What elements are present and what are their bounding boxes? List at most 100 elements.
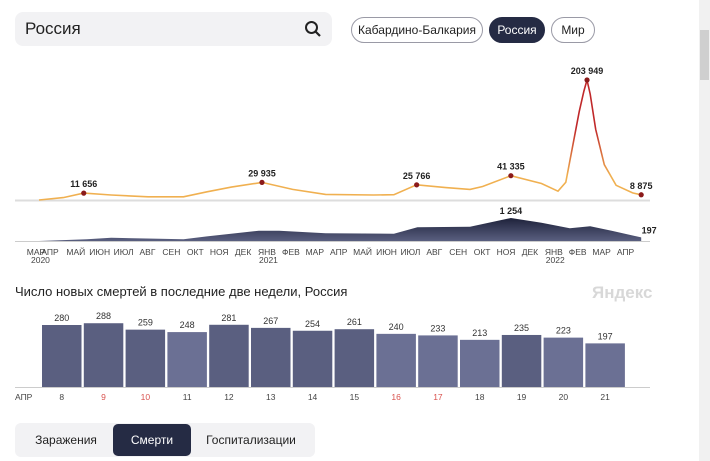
- bar-value: 267: [263, 316, 278, 326]
- bar: [501, 334, 542, 387]
- day-label: 17: [433, 392, 443, 402]
- bar: [585, 343, 625, 387]
- bar: [83, 323, 124, 387]
- day-label: 16: [391, 392, 401, 402]
- bar: [418, 335, 458, 387]
- cases-peak-marker: [508, 173, 514, 179]
- bar: [334, 329, 375, 387]
- bar: [543, 337, 584, 387]
- scrollbar-thumb[interactable]: [700, 30, 709, 80]
- cases-peak-label: 41 335: [497, 162, 525, 172]
- month-label: ИЮН: [89, 247, 110, 257]
- region-kbr[interactable]: Кабардино-Балкария: [351, 17, 483, 43]
- bar-value: 223: [556, 326, 571, 336]
- bar-value: 288: [96, 311, 111, 321]
- bar-value: 254: [305, 319, 320, 329]
- bar-value: 240: [389, 322, 404, 332]
- month-label: ЯНВ: [545, 247, 563, 257]
- month-label: МАР: [592, 247, 611, 257]
- bar-value: 261: [347, 317, 362, 327]
- bar: [376, 333, 416, 387]
- bar-value: 233: [430, 323, 445, 333]
- search-value: Россия: [25, 19, 81, 38]
- cases-peak-label: 29 935: [248, 168, 276, 178]
- cases-peak-label: 25 766: [403, 171, 431, 181]
- cases-peak-marker: [414, 182, 420, 188]
- bar: [251, 327, 291, 387]
- month-label: АПР: [15, 392, 33, 402]
- month-label: ФЕВ: [282, 247, 300, 257]
- month-label: АПР: [41, 247, 59, 257]
- month-label: ЯНВ: [258, 247, 276, 257]
- region-russia[interactable]: Россия: [489, 17, 545, 43]
- month-label: АПР: [617, 247, 635, 257]
- tab-hospitalizations[interactable]: Госпитализации: [206, 433, 296, 447]
- month-label: ДЕК: [522, 247, 538, 257]
- month-label: НОЯ: [497, 247, 516, 257]
- deaths-area: [38, 218, 642, 241]
- day-label: 12: [224, 392, 234, 402]
- cases-peak-marker: [584, 77, 590, 83]
- cases-peak-label: 11 656: [70, 179, 97, 189]
- bar: [125, 329, 166, 387]
- bar: [209, 324, 249, 387]
- month-label: НОЯ: [210, 247, 229, 257]
- month-label: ИЮЛ: [400, 247, 420, 257]
- month-label: МАР: [306, 247, 325, 257]
- day-label: 9: [101, 392, 106, 402]
- month-label: СЕН: [449, 247, 467, 257]
- cases-peak-label: 8 875: [630, 181, 653, 191]
- cases-peak-label: 203 949: [571, 66, 604, 76]
- month-label: МАЙ: [353, 246, 372, 257]
- month-label: ДЕК: [235, 247, 251, 257]
- year-label: 2022: [546, 255, 565, 265]
- day-label: 13: [266, 392, 276, 402]
- month-label: ФЕВ: [569, 247, 587, 257]
- bar-value: 248: [180, 320, 195, 330]
- day-label: 11: [183, 392, 192, 402]
- month-label: АВГ: [140, 247, 156, 257]
- month-label: АПР: [330, 247, 348, 257]
- bar-value: 281: [221, 313, 236, 323]
- bar: [42, 325, 82, 387]
- yandex-watermark: Яндекс: [592, 283, 653, 302]
- day-label: 8: [59, 392, 64, 402]
- bar-value: 259: [138, 318, 153, 328]
- bar-value: 213: [472, 328, 487, 338]
- month-label: АВГ: [426, 247, 442, 257]
- year-label: 2020: [31, 255, 50, 265]
- bar: [292, 330, 333, 387]
- month-label: СЕН: [162, 247, 180, 257]
- bar-value: 235: [514, 323, 529, 333]
- cases-peak-marker: [81, 190, 87, 196]
- chart-title: Число новых смертей в последние две неде…: [15, 284, 348, 299]
- day-label: 18: [475, 392, 485, 402]
- day-label: 19: [517, 392, 527, 402]
- year-label: 2021: [259, 255, 278, 265]
- scrollbar[interactable]: [699, 0, 710, 461]
- day-label: 14: [308, 392, 318, 402]
- day-label: 21: [600, 392, 610, 402]
- region-world[interactable]: Мир: [551, 17, 595, 43]
- month-label: МАР: [27, 247, 46, 257]
- tab-infections[interactable]: Заражения: [35, 433, 97, 447]
- day-label: 20: [559, 392, 569, 402]
- month-label: МАЙ: [66, 246, 85, 257]
- deaths-label: 197: [642, 225, 657, 235]
- month-label: ОКТ: [474, 247, 491, 257]
- deaths-label: 1 254: [500, 206, 523, 216]
- bar: [167, 332, 207, 387]
- month-label: ОКТ: [187, 247, 204, 257]
- search-icon[interactable]: [304, 20, 322, 43]
- day-label: 15: [350, 392, 360, 402]
- day-label: 10: [141, 392, 151, 402]
- metric-tabs: Заражения Смерти Госпитализации: [15, 423, 315, 457]
- month-label: ИЮЛ: [114, 247, 134, 257]
- month-label: ИЮН: [376, 247, 397, 257]
- tab-deaths[interactable]: Смерти: [113, 424, 191, 456]
- cases-peak-marker: [259, 179, 265, 185]
- bar-value: 197: [598, 331, 613, 341]
- search-input[interactable]: Россия: [15, 12, 332, 46]
- cases-line: [38, 79, 642, 201]
- overview-chart: 11 656 29 935 25 766 41 335 203 949 8 875 1 25…: [15, 66, 657, 265]
